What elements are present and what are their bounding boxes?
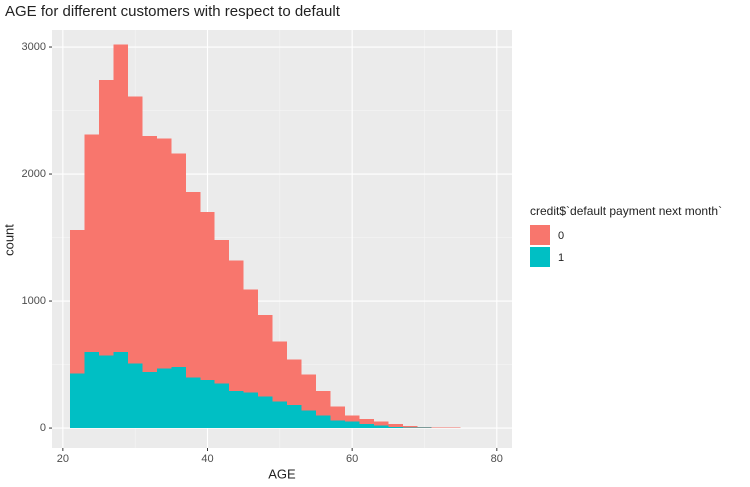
histogram-bar — [171, 153, 186, 368]
histogram-bar — [70, 229, 85, 374]
x-tick-label: 80 — [491, 453, 503, 465]
histogram-bar — [156, 138, 172, 369]
legend-key — [530, 225, 550, 245]
histogram-bar — [243, 392, 259, 429]
histogram-bar — [142, 372, 157, 429]
histogram-bar — [417, 426, 432, 428]
y-axis-label: count — [1, 224, 16, 256]
histogram-bar — [84, 134, 100, 352]
histogram-bar — [229, 391, 244, 429]
histogram-bar — [315, 391, 331, 416]
histogram-bar — [127, 363, 143, 429]
histogram-bar — [243, 289, 259, 393]
histogram-bar — [185, 191, 201, 378]
histogram-bar — [344, 421, 360, 429]
legend-label: 0 — [558, 230, 564, 242]
chart-title: AGE for different customers with respect… — [5, 3, 341, 20]
y-tick-label: 2000 — [22, 168, 46, 180]
histogram-bar — [402, 426, 418, 428]
histogram-bar — [99, 80, 114, 356]
x-tick-label: 60 — [346, 453, 358, 465]
histogram-bar — [200, 379, 215, 429]
legend-title: credit$`default payment next month` — [530, 204, 722, 218]
histogram-bar — [287, 359, 302, 406]
legend-key — [530, 247, 550, 267]
histogram-bar — [359, 424, 374, 429]
histogram-bar — [127, 96, 143, 364]
histogram-bar — [359, 419, 374, 425]
histogram-bar — [113, 44, 128, 352]
histogram-bar — [315, 415, 331, 429]
histogram-bar — [258, 315, 273, 397]
y-tick-label: 0 — [40, 422, 46, 434]
histogram-bar — [229, 260, 244, 392]
histogram-bar — [344, 415, 360, 422]
histogram-bar — [99, 355, 114, 429]
histogram-bar — [287, 405, 302, 429]
x-axis-label: AGE — [268, 466, 296, 481]
histogram-bar — [142, 135, 157, 373]
histogram-bar — [258, 396, 273, 429]
y-tick-label: 1000 — [22, 295, 46, 307]
histogram-bar — [330, 420, 345, 429]
histogram-bar — [113, 351, 128, 429]
histogram-bar — [200, 212, 215, 380]
histogram-bar — [301, 410, 316, 429]
histogram-bar — [388, 424, 403, 427]
histogram-bar — [272, 401, 288, 429]
histogram-bar — [214, 240, 230, 384]
y-tick-label: 3000 — [22, 41, 46, 53]
x-tick-label: 40 — [201, 453, 213, 465]
histogram-bar — [84, 351, 100, 429]
histogram-bar — [373, 425, 389, 429]
histogram-bar — [330, 406, 345, 421]
x-tick-label: 20 — [57, 453, 69, 465]
histogram-bar — [214, 383, 230, 429]
histogram-bar — [272, 341, 288, 402]
histogram-bar — [185, 377, 201, 429]
histogram-bar — [388, 426, 403, 429]
legend-label: 1 — [558, 252, 564, 264]
histogram-bar — [70, 373, 85, 429]
histogram-bar — [402, 427, 418, 429]
histogram-bar — [373, 421, 389, 426]
histogram-bar — [301, 374, 316, 411]
histogram-bar — [156, 368, 172, 429]
histogram-bar — [171, 367, 186, 429]
